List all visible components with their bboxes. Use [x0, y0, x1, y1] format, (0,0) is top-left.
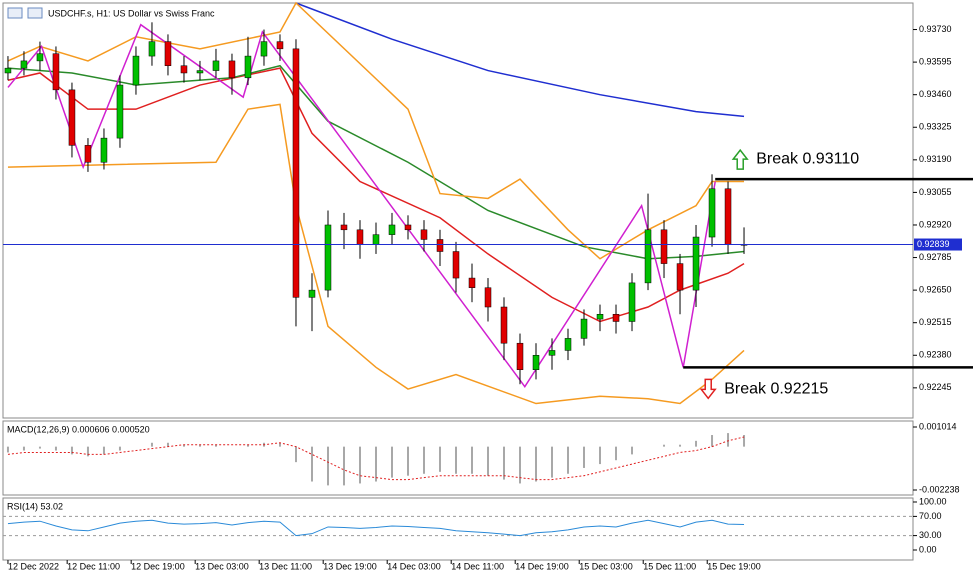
y-tick-label: 0.92380 [919, 350, 952, 360]
chart-title: USDCHF.s, H1: US Dollar vs Swiss Franc [48, 8, 215, 18]
annotation: Break 0.92215 [724, 381, 828, 398]
candle-body [676, 263, 684, 291]
candle-body [436, 239, 444, 252]
candle-body [708, 188, 716, 238]
candle-body [84, 145, 92, 163]
candle-body [324, 224, 332, 291]
indicator-line [7, 23, 716, 388]
candle-body [308, 289, 316, 298]
candle-body [516, 342, 524, 370]
candle-body [180, 65, 188, 74]
x-tick-label: 12 Dec 19:00 [131, 561, 185, 571]
candle-body [580, 318, 588, 339]
x-tick-label: 13 Dec 03:00 [195, 561, 249, 571]
y-tick-label: 0.92920 [919, 219, 952, 229]
candle-body [420, 229, 428, 240]
y-tick-label: 0.93460 [919, 89, 952, 99]
candle-body [724, 188, 732, 245]
candle-body [372, 234, 380, 245]
y-tick-label: 100.00 [919, 496, 947, 506]
y-tick-label: 30.00 [919, 530, 942, 540]
candle-body [100, 137, 108, 163]
candle-body [404, 224, 412, 231]
candle-body [4, 67, 12, 74]
candle-body [596, 314, 604, 320]
icon [7, 7, 23, 19]
candle-body [20, 60, 28, 69]
x-tick-label: 15 Dec 03:00 [579, 561, 633, 571]
candle-body [660, 229, 668, 264]
indicator-line [7, 64, 745, 260]
candle-body [484, 287, 492, 308]
candle-body [212, 60, 220, 71]
y-tick-label: 0.92785 [919, 252, 952, 262]
candle-body [388, 224, 396, 235]
main-panel [2, 2, 914, 419]
candle-body [148, 41, 156, 57]
candle-body [36, 53, 44, 62]
price-label: 0.92839 [917, 239, 950, 249]
candle-body [276, 41, 284, 50]
price-box [914, 238, 962, 251]
candle-body [564, 338, 572, 351]
rsi-line [7, 519, 745, 537]
x-tick-label: 14 Dec 11:00 [451, 561, 504, 571]
candle-body [356, 229, 364, 245]
indicator-line [7, 67, 745, 323]
candle-body [260, 41, 268, 57]
macd-panel [2, 420, 914, 496]
candle-body [164, 41, 172, 66]
rsi-label: RSI(14) 53.02 [7, 501, 63, 511]
rsi-panel [2, 497, 914, 561]
x-tick-label: 14 Dec 03:00 [387, 561, 441, 571]
candle-body [452, 251, 460, 279]
candle-body [244, 55, 252, 79]
candle-body [292, 48, 300, 298]
candle-body [532, 355, 540, 370]
y-tick-label: 0.001014 [919, 421, 957, 431]
candle-body [228, 60, 236, 79]
y-tick-label: 0.92515 [919, 317, 952, 327]
candle-body [196, 70, 204, 74]
x-tick-label: 15 Dec 19:00 [707, 561, 761, 571]
candle-body [116, 84, 124, 139]
candle-body [692, 236, 700, 291]
icon [27, 7, 43, 19]
y-tick-label: 70.00 [919, 511, 942, 521]
candle-body [628, 282, 636, 322]
y-tick-label: 0.93325 [919, 122, 952, 132]
candle-body [644, 229, 652, 284]
candle-body [132, 55, 140, 86]
x-tick-label: 12 Dec 2022 [8, 561, 59, 571]
candle-body [612, 314, 620, 322]
macd-label: MACD(12,26,9) 0.000606 0.000520 [7, 424, 150, 434]
candle-body [500, 306, 508, 344]
y-tick-label: 0.93055 [919, 187, 952, 197]
arrow [699, 378, 717, 400]
y-tick-label: 0.92650 [919, 284, 952, 294]
x-tick-label: 14 Dec 19:00 [515, 561, 569, 571]
candle-body [340, 224, 348, 231]
candle-body [548, 350, 556, 356]
x-tick-label: 13 Dec 19:00 [323, 561, 377, 571]
y-tick-label: 0.93730 [919, 24, 952, 34]
y-tick-label: -0.002238 [919, 484, 960, 494]
candle-body [52, 53, 60, 91]
annotation: Break 0.93110 [756, 150, 859, 167]
y-tick-label: 0.00 [919, 544, 937, 554]
candle-body [468, 277, 476, 288]
indicator-line [295, 2, 745, 118]
x-tick-label: 15 Dec 11:00 [643, 561, 696, 571]
y-tick-label: 0.93595 [919, 56, 952, 66]
candle-body [68, 89, 76, 146]
arrow [731, 148, 749, 170]
x-tick-label: 13 Dec 11:00 [259, 561, 312, 571]
indicator-line [7, 103, 745, 405]
y-tick-label: 0.92245 [919, 382, 952, 392]
y-tick-label: 0.93190 [919, 154, 952, 164]
x-tick-label: 12 Dec 11:00 [67, 561, 120, 571]
